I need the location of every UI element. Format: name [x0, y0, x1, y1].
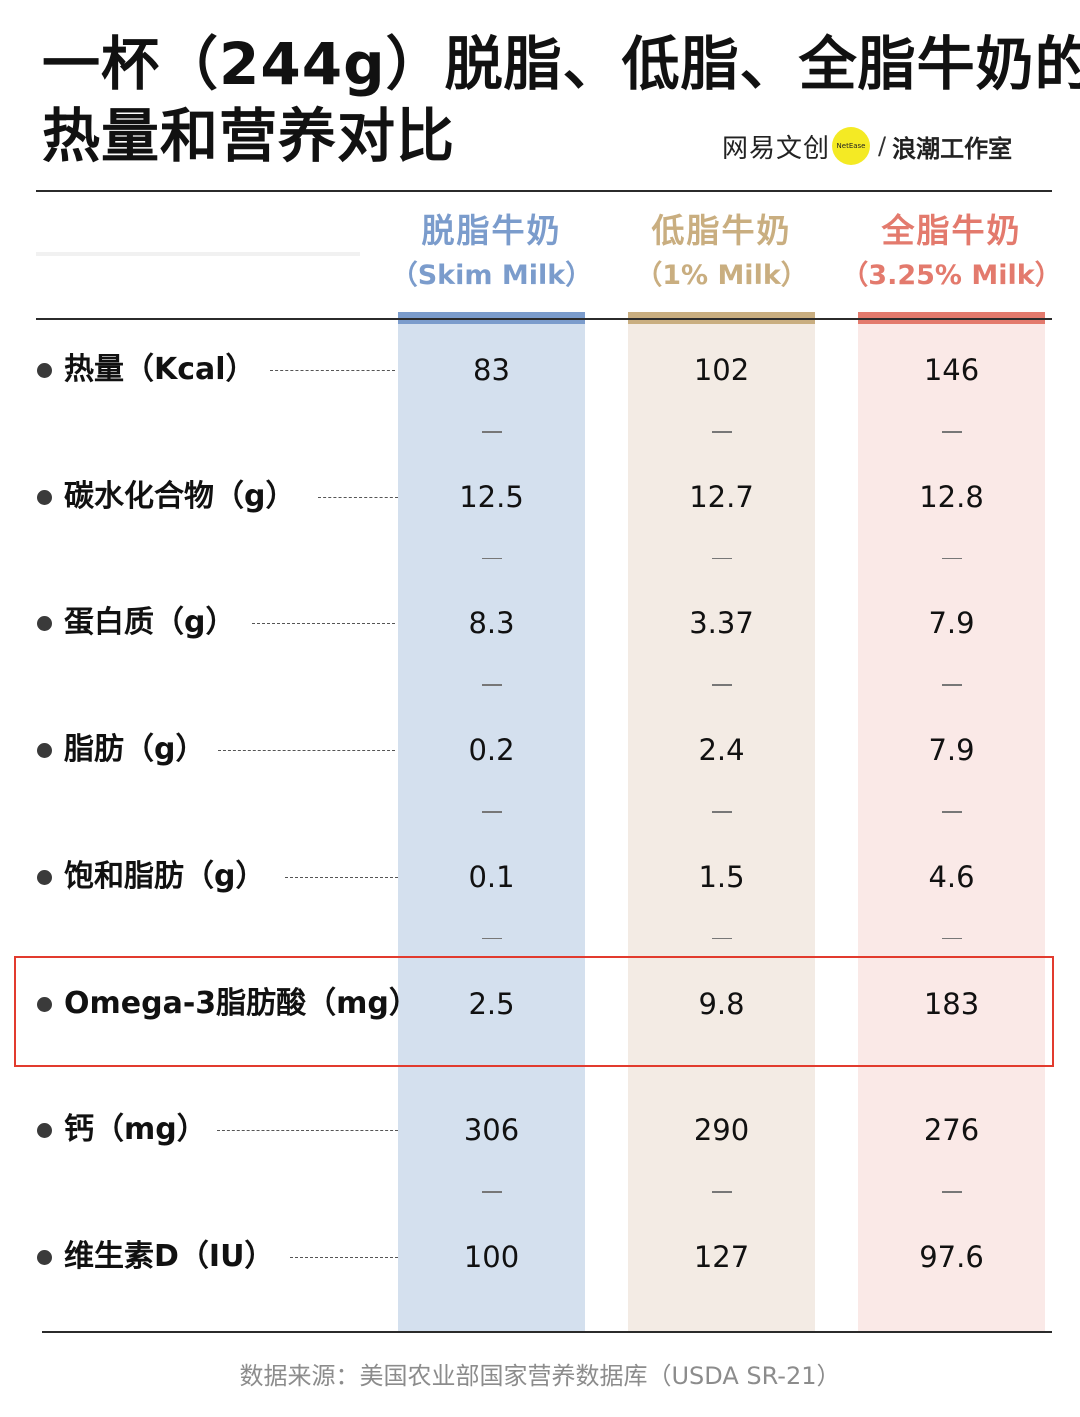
table-cell: 1.5 — [698, 859, 745, 894]
table-cell: 4.6 — [928, 859, 975, 894]
title-line-2: 热量和营养对比 — [42, 102, 456, 170]
column-title-zh: 全脂牛奶 — [881, 211, 1022, 250]
row-label: 脂肪（g） — [64, 732, 206, 768]
table-cell: 183 — [923, 986, 980, 1021]
column-header-3: 全脂牛奶 （3.25% Milk） — [837, 206, 1067, 296]
bullet-icon — [37, 489, 52, 505]
leader-dots — [270, 370, 395, 371]
column-title-zh: 低脂牛奶 — [651, 211, 792, 250]
bullet-icon — [37, 616, 52, 632]
row-label: 碳水化合物（g） — [64, 478, 296, 514]
table-row: Omega-3脂肪酸（mg） 2.5 9.8 183 — [0, 974, 1080, 1034]
table-cell: 9.8 — [698, 986, 745, 1021]
bullet-icon — [37, 869, 52, 885]
leader-dots — [252, 623, 395, 625]
table-row: 饱和脂肪（g） 0.1 1.5 4.6 — [0, 847, 1080, 907]
column-background-1 — [398, 318, 585, 1332]
row-label: 钙（mg） — [64, 1112, 207, 1148]
row-separator-tick — [481, 1191, 502, 1193]
row-separator-tick — [941, 431, 962, 433]
column-header-1: 脱脂牛奶 （Skim Milk） — [377, 206, 607, 296]
page-title: 一杯（244g）脱脂、低脂、全脂牛奶的 热量和营养对比 — [42, 28, 1080, 172]
bullet-icon — [37, 1123, 52, 1139]
column-background-3 — [858, 318, 1045, 1332]
table-cell: 8.3 — [468, 606, 515, 641]
table-cell: 100 — [463, 1239, 520, 1274]
brand-separator: / — [878, 132, 887, 160]
table-cell: 12.7 — [689, 479, 754, 514]
row-separator-tick — [711, 557, 732, 560]
data-source: 数据来源：美国农业部国家营养数据库（USDA SR-21） — [239, 1362, 841, 1390]
table-cell: 102 — [693, 353, 750, 387]
table-row: 钙（mg） 306 290 276 — [0, 1100, 1080, 1160]
table-row: 蛋白质（g） 8.3 3.37 7.9 — [0, 593, 1080, 653]
row-separator-tick — [481, 684, 502, 686]
bullet-icon — [37, 743, 52, 759]
table-cell: 0.1 — [468, 859, 515, 894]
row-separator-tick — [481, 431, 502, 433]
row-separator-tick — [711, 684, 732, 686]
header-divider — [36, 318, 1052, 320]
table-cell: 3.37 — [689, 606, 754, 641]
row-separator-tick — [481, 811, 502, 813]
row-label: Omega-3脂肪酸（mg） — [64, 985, 419, 1021]
table-cell: 97.6 — [919, 1239, 984, 1274]
table-cell: 290 — [693, 1113, 750, 1148]
top-divider — [36, 190, 1052, 192]
row-separator-tick — [481, 557, 502, 560]
table-cell: 146 — [923, 353, 980, 387]
bottom-divider — [42, 1331, 1052, 1333]
row-separator-tick — [711, 1191, 732, 1193]
table-row: 热量（Kcal） 83 102 146 — [0, 340, 1080, 400]
brand-name: 网易文创 — [722, 133, 831, 164]
row-separator-tick — [941, 1191, 962, 1193]
column-header-2: 低脂牛奶 （1% Milk） — [607, 206, 837, 296]
row-label: 热量（Kcal） — [64, 352, 256, 387]
leader-dots — [218, 750, 395, 752]
table-cell: 306 — [463, 1113, 520, 1148]
leader-dots — [318, 496, 398, 498]
bullet-icon — [37, 996, 52, 1012]
omega3-highlight-box — [14, 956, 1054, 1067]
table-cell: 0.2 — [468, 733, 515, 768]
table-cell: 83 — [473, 353, 510, 387]
table-row: 脂肪（g） 0.2 2.4 7.9 — [0, 720, 1080, 780]
brand-studio: 浪潮工作室 — [892, 134, 1013, 163]
title-line-1: 一杯（244g）脱脂、低脂、全脂牛奶的 — [42, 30, 1080, 98]
netease-logo-icon: NetEase — [832, 127, 871, 165]
row-separator-tick — [711, 937, 732, 940]
table-cell: 2.5 — [468, 986, 515, 1021]
leader-dots — [285, 876, 398, 878]
row-label: 维生素D（IU） — [64, 1238, 275, 1274]
row-separator-tick — [941, 937, 962, 940]
leader-dots — [217, 1130, 398, 1132]
bullet-icon — [37, 1249, 52, 1265]
table-cell: 2.4 — [698, 733, 745, 768]
row-separator-tick — [941, 684, 962, 686]
table-row: 维生素D（IU） 100 127 97.6 — [0, 1227, 1080, 1287]
row-separator-tick — [711, 431, 732, 433]
table-cell: 12.5 — [459, 479, 524, 514]
column-title-en: （Skim Milk） — [390, 260, 593, 291]
table-row: 碳水化合物（g） 12.5 12.7 12.8 — [0, 467, 1080, 527]
row-separator-tick — [941, 557, 962, 560]
table-cell: 7.9 — [928, 606, 975, 641]
row-label: 蛋白质（g） — [64, 605, 236, 641]
column-title-en: （3.25% Milk） — [841, 260, 1062, 291]
table-cell: 127 — [693, 1239, 750, 1274]
table-cell: 276 — [923, 1113, 980, 1148]
table-cell: 7.9 — [928, 733, 975, 768]
bullet-icon — [37, 363, 52, 378]
row-separator-tick — [711, 811, 732, 813]
header-placeholder-bar — [36, 252, 360, 256]
leader-dots — [290, 1256, 398, 1258]
row-separator-tick — [481, 937, 502, 940]
column-title-zh: 脱脂牛奶 — [421, 211, 562, 250]
row-separator-tick — [941, 811, 962, 813]
column-background-2 — [628, 318, 815, 1332]
table-cell: 12.8 — [919, 479, 984, 514]
column-title-en: （1% Milk） — [635, 260, 808, 291]
row-label: 饱和脂肪（g） — [64, 858, 266, 894]
brand-logo: 网易文创 NetEase / 浪潮工作室 — [722, 126, 1012, 166]
